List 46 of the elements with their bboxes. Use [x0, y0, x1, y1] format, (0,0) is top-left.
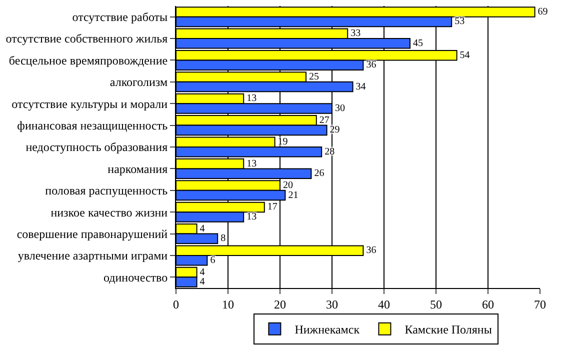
- legend-label: Нижнекамск: [294, 322, 360, 337]
- data-label: 27: [319, 114, 330, 126]
- y-tick-label: половая распущенность: [45, 184, 168, 198]
- y-tick-label: отсутствие работы: [72, 10, 168, 24]
- y-tick-label: отсутствие собственного жилья: [6, 32, 168, 46]
- x-tick-label: 10: [222, 297, 234, 312]
- data-label: 4: [200, 223, 205, 234]
- data-label: 17: [267, 202, 278, 213]
- y-tick-label: бесцельное времяпровождение: [8, 53, 168, 68]
- data-label: 30: [335, 103, 345, 114]
- y-tick-label: наркомания: [108, 162, 168, 176]
- data-label: 8: [220, 233, 226, 244]
- x-tick-label: 70: [534, 297, 546, 312]
- y-tick-label: низкое качество жизни: [50, 205, 168, 220]
- x-tick-label: 30: [326, 297, 338, 312]
- y-tick-label: увлечение азартными играми: [18, 248, 168, 263]
- data-label: 20: [283, 180, 293, 191]
- x-tick-label: 40: [378, 297, 390, 312]
- data-label: 69: [538, 6, 548, 18]
- y-tick-label: отсутствие культуры и морали: [12, 96, 168, 111]
- data-label: 4: [200, 266, 205, 278]
- data-label: 4: [200, 276, 205, 288]
- data-label: 13: [246, 93, 257, 104]
- y-tick-label: финансовая незащищенность: [17, 118, 168, 133]
- data-label: 53: [454, 16, 465, 28]
- data-label: 36: [366, 245, 376, 256]
- x-tick-label: 50: [430, 297, 442, 312]
- y-tick-label: совершение правонарушений: [16, 226, 168, 241]
- data-label: 25: [309, 72, 319, 83]
- y-tick-label: алкоголизм: [110, 75, 168, 90]
- data-label: 6: [210, 254, 216, 266]
- data-label: 13: [246, 158, 257, 170]
- data-label: 45: [413, 38, 423, 49]
- legend-label: Камские Поляны: [404, 322, 492, 337]
- data-label: 54: [460, 50, 470, 61]
- data-label: 33: [350, 28, 361, 40]
- data-label: 34: [356, 81, 366, 92]
- data-label: 21: [288, 190, 298, 201]
- x-tick-label: 60: [482, 297, 494, 312]
- y-tick-label: одиночество: [103, 270, 168, 284]
- x-tick-label: 20: [274, 297, 286, 312]
- y-tick-label: недоступность образования: [26, 140, 168, 154]
- data-label: 13: [246, 211, 257, 222]
- data-label: 26: [314, 168, 324, 180]
- data-label: 36: [366, 60, 376, 71]
- x-tick-label: 0: [173, 297, 179, 312]
